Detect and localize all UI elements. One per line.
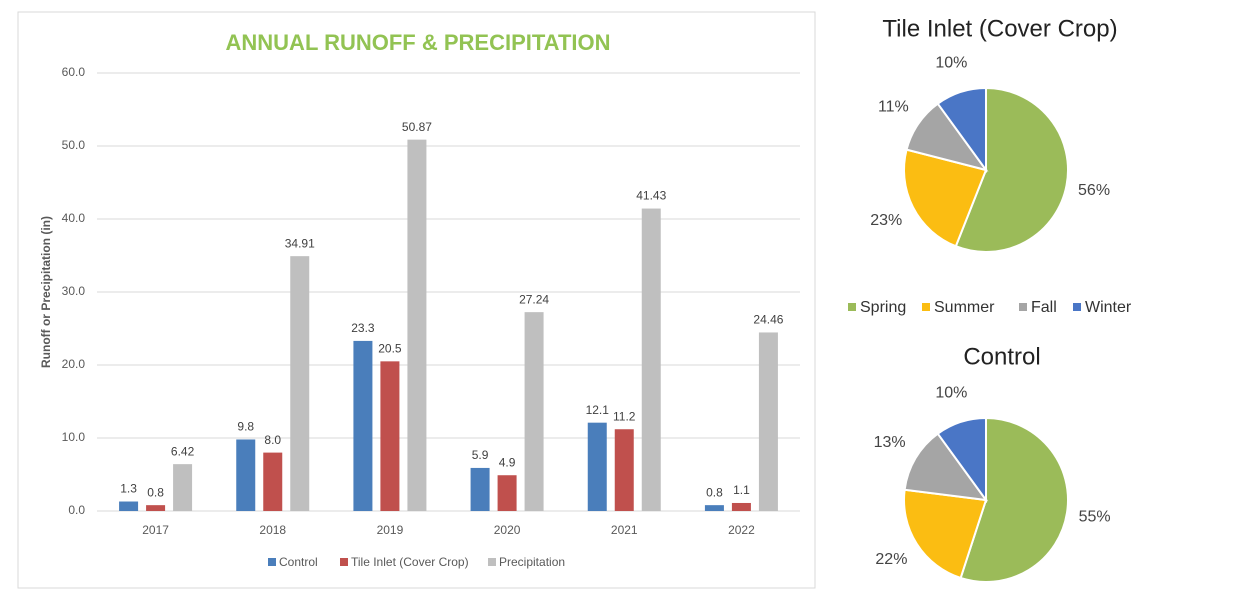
pie-label: 55% <box>1079 508 1111 525</box>
legend-label: Summer <box>934 299 995 316</box>
data-label: 20.5 <box>378 342 402 356</box>
bar <box>236 439 256 511</box>
pie-title: Tile Inlet (Cover Crop) <box>882 15 1117 42</box>
bar <box>704 505 724 511</box>
bar <box>146 505 166 511</box>
pie-label: 13% <box>874 434 906 451</box>
data-label: 9.8 <box>237 420 254 434</box>
y-tick-label: 10.0 <box>62 430 86 444</box>
y-tick-label: 0.0 <box>68 503 85 517</box>
legend-label: Precipitation <box>499 555 565 569</box>
bar <box>758 332 778 511</box>
pie-slice <box>903 488 988 580</box>
bar <box>380 361 400 511</box>
legend-swatch <box>848 303 856 311</box>
pie-title: Control <box>963 343 1040 370</box>
pie-slice <box>903 148 988 248</box>
data-label: 41.43 <box>636 189 666 203</box>
bar <box>641 208 661 511</box>
data-label: 34.91 <box>285 236 315 250</box>
pie-label: 10% <box>935 385 967 402</box>
data-label: 24.46 <box>753 313 783 327</box>
y-tick-label: 60.0 <box>62 65 86 79</box>
pie-label: 56% <box>1078 182 1110 199</box>
pie-slice <box>936 416 987 504</box>
x-tick-label: 2020 <box>494 523 521 537</box>
legend-swatch <box>268 558 276 566</box>
data-label: 8.0 <box>264 433 281 447</box>
data-label: 27.24 <box>519 292 549 306</box>
pie-label: 23% <box>870 212 902 229</box>
x-tick-label: 2022 <box>728 523 755 537</box>
pie-label: 22% <box>875 551 907 568</box>
data-label: 0.8 <box>706 485 723 499</box>
bar <box>524 312 544 511</box>
data-label: 5.9 <box>472 448 489 462</box>
bar <box>470 467 490 511</box>
bar <box>587 422 607 511</box>
bar <box>731 502 751 511</box>
pie-label: 11% <box>878 98 909 115</box>
legend-swatch <box>488 558 496 566</box>
legend-swatch <box>922 303 930 311</box>
data-label: 50.87 <box>402 120 432 134</box>
legend-label: Winter <box>1085 299 1132 316</box>
x-tick-label: 2021 <box>611 523 638 537</box>
x-tick-label: 2019 <box>377 523 404 537</box>
bar <box>290 256 310 511</box>
bar <box>263 452 283 511</box>
pie-slice <box>959 416 1069 583</box>
legend-swatch <box>1073 303 1081 311</box>
y-tick-label: 20.0 <box>62 357 86 371</box>
data-label: 1.1 <box>733 483 750 497</box>
y-axis-label: Runoff or Precipitation (in) <box>39 216 53 368</box>
pie-slice <box>954 86 1069 253</box>
legend-label: Tile Inlet (Cover Crop) <box>351 555 469 569</box>
pie-slice <box>936 86 987 174</box>
bar <box>407 139 427 512</box>
data-label: 11.2 <box>613 409 636 423</box>
data-label: 0.8 <box>147 485 164 499</box>
legend-swatch <box>340 558 348 566</box>
bar <box>614 429 634 511</box>
y-tick-label: 40.0 <box>62 211 86 225</box>
legend-label: Fall <box>1031 299 1057 316</box>
legend-swatch <box>1019 303 1027 311</box>
data-label: 23.3 <box>351 321 375 335</box>
bar <box>119 501 139 511</box>
chart-title: ANNUAL RUNOFF & PRECIPITATION <box>226 30 611 55</box>
x-tick-label: 2018 <box>259 523 286 537</box>
y-tick-label: 50.0 <box>62 138 86 152</box>
bar <box>173 464 193 511</box>
data-label: 12.1 <box>586 403 610 417</box>
bar <box>353 340 373 511</box>
x-tick-label: 2017 <box>142 523 169 537</box>
pie-label: 10% <box>935 55 967 72</box>
bar <box>497 475 517 511</box>
data-label: 1.3 <box>120 482 137 496</box>
pie-slice <box>903 432 989 502</box>
y-tick-label: 30.0 <box>62 284 86 298</box>
legend-label: Control <box>279 555 318 569</box>
legend-label: Spring <box>860 299 906 316</box>
data-label: 6.42 <box>171 444 195 458</box>
data-label: 4.9 <box>499 455 516 469</box>
